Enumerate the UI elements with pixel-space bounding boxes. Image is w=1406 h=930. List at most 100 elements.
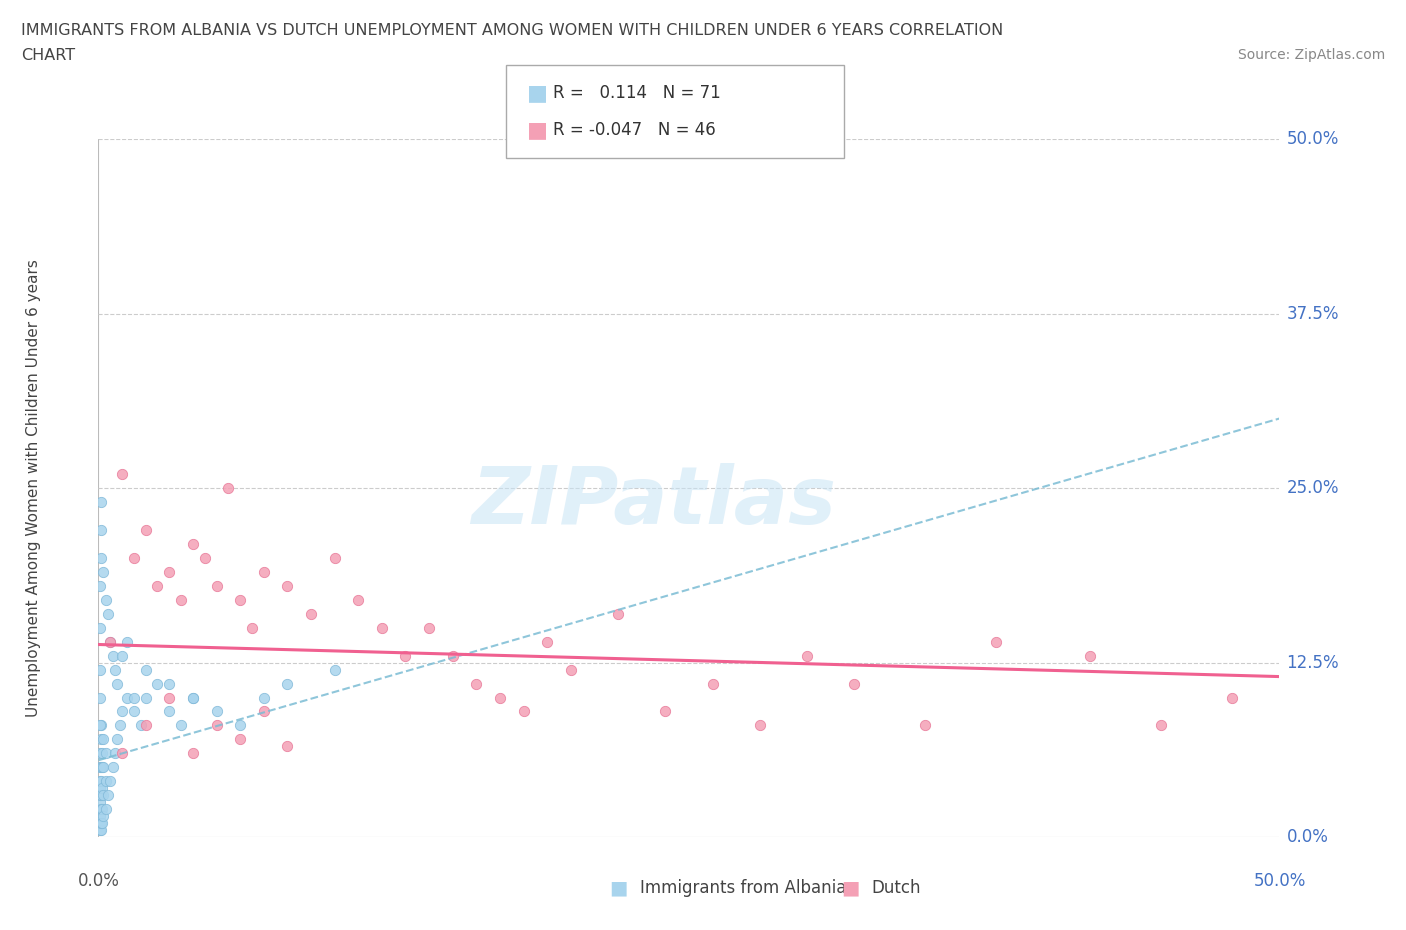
Point: [323, 662, 346, 677]
Point: [104, 746, 127, 761]
Point: [97, 606, 120, 621]
Text: ■: ■: [609, 879, 628, 897]
Text: 50.0%: 50.0%: [1286, 130, 1339, 149]
Point: [135, 718, 157, 733]
Point: [98, 634, 121, 649]
Point: [135, 523, 157, 538]
Point: [89, 809, 111, 824]
Point: [91, 816, 114, 830]
Text: 0.0%: 0.0%: [1286, 828, 1329, 846]
Point: [276, 738, 298, 753]
Point: [89, 620, 111, 635]
Point: [98, 774, 121, 789]
Point: [91, 809, 114, 824]
Point: [181, 537, 204, 551]
Point: [253, 690, 276, 705]
Point: [702, 676, 724, 691]
Point: [115, 634, 138, 649]
Point: [90, 816, 112, 830]
Point: [157, 565, 180, 579]
Point: [157, 690, 180, 705]
Point: [441, 648, 464, 663]
Point: [90, 523, 112, 538]
Point: [91, 760, 114, 775]
Point: [105, 732, 128, 747]
Point: [205, 718, 228, 733]
Point: [129, 718, 152, 733]
Text: 12.5%: 12.5%: [1286, 654, 1339, 671]
Point: [276, 676, 298, 691]
Point: [91, 732, 114, 747]
Text: ■: ■: [841, 879, 860, 897]
Point: [135, 690, 157, 705]
Point: [181, 746, 204, 761]
Point: [1220, 690, 1243, 705]
Point: [89, 760, 111, 775]
Point: [91, 746, 114, 761]
Point: [489, 690, 512, 705]
Point: [205, 578, 228, 593]
Point: [276, 578, 298, 593]
Point: [914, 718, 936, 733]
Point: [89, 690, 111, 705]
Text: ZIPatlas: ZIPatlas: [471, 463, 837, 541]
Point: [105, 676, 128, 691]
Point: [1150, 718, 1173, 733]
Point: [796, 648, 818, 663]
Point: [89, 781, 111, 796]
Point: [122, 690, 145, 705]
Point: [347, 592, 370, 607]
Point: [194, 551, 217, 565]
Point: [89, 718, 111, 733]
Point: [108, 718, 131, 733]
Text: 0.0%: 0.0%: [77, 872, 120, 890]
Point: [146, 578, 169, 593]
Point: [181, 690, 204, 705]
Point: [89, 788, 111, 803]
Point: [89, 823, 111, 837]
Text: CHART: CHART: [21, 48, 75, 63]
Point: [984, 634, 1007, 649]
Point: [371, 620, 394, 635]
Point: [90, 774, 112, 789]
Point: [101, 760, 124, 775]
Point: [217, 481, 239, 496]
Point: [111, 467, 134, 482]
Point: [253, 704, 276, 719]
Point: [90, 495, 112, 510]
Text: IMMIGRANTS FROM ALBANIA VS DUTCH UNEMPLOYMENT AMONG WOMEN WITH CHILDREN UNDER 6 : IMMIGRANTS FROM ALBANIA VS DUTCH UNEMPLO…: [21, 23, 1004, 38]
Point: [229, 718, 252, 733]
Point: [94, 774, 117, 789]
Point: [90, 823, 112, 837]
Point: [97, 788, 120, 803]
Point: [90, 718, 112, 733]
Point: [560, 662, 582, 677]
Point: [94, 802, 117, 817]
Point: [170, 592, 193, 607]
Point: [135, 662, 157, 677]
Point: [115, 690, 138, 705]
Point: [157, 676, 180, 691]
Text: ■: ■: [527, 120, 548, 140]
Point: [90, 788, 112, 803]
Point: [229, 592, 252, 607]
Point: [90, 732, 112, 747]
Point: [146, 676, 169, 691]
Point: [465, 676, 488, 691]
Text: 25.0%: 25.0%: [1286, 479, 1339, 498]
Point: [89, 746, 111, 761]
Point: [205, 704, 228, 719]
Point: [90, 802, 112, 817]
Point: [89, 816, 111, 830]
Text: Immigrants from Albania: Immigrants from Albania: [640, 879, 846, 897]
Text: ■: ■: [527, 83, 548, 103]
Point: [170, 718, 193, 733]
Point: [394, 648, 416, 663]
Text: Dutch: Dutch: [872, 879, 921, 897]
Text: Unemployment Among Women with Children Under 6 years: Unemployment Among Women with Children U…: [25, 259, 41, 717]
Point: [111, 704, 134, 719]
Point: [101, 648, 124, 663]
Point: [89, 802, 111, 817]
Point: [90, 551, 112, 565]
Text: R =   0.114   N = 71: R = 0.114 N = 71: [553, 85, 720, 102]
